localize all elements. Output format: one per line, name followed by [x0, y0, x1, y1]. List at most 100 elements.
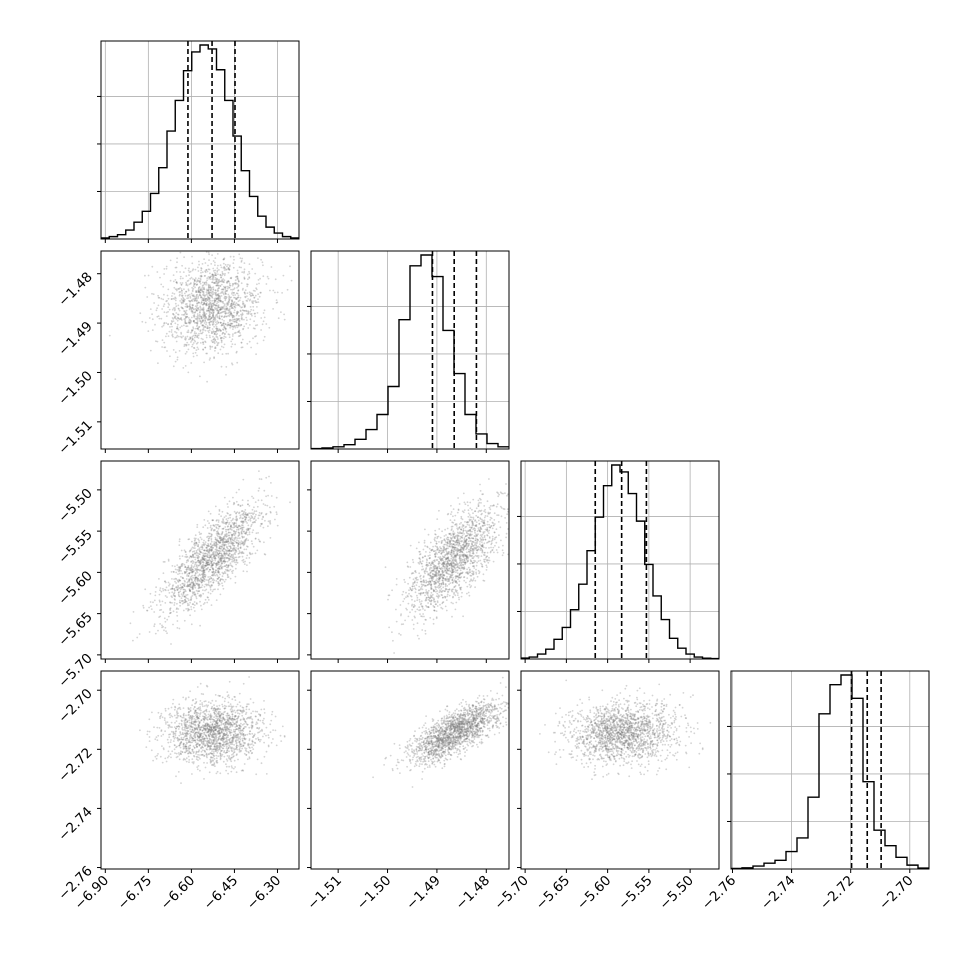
scatter-point: [214, 330, 217, 333]
scatter-point: [223, 536, 226, 538]
scatter-point: [208, 291, 211, 294]
scatter-point: [190, 578, 193, 580]
scatter-point: [204, 554, 207, 557]
scatter-point: [227, 565, 230, 567]
scatter-point: [190, 566, 193, 569]
scatter-point: [179, 586, 182, 589]
scatter-point: [235, 530, 238, 533]
scatter-point: [201, 308, 204, 311]
scatter-point: [433, 550, 435, 552]
scatter-point: [171, 587, 174, 590]
scatter-point: [191, 262, 194, 265]
scatter-point: [441, 557, 443, 560]
scatter-point: [192, 326, 195, 329]
scatter-point: [199, 291, 202, 294]
scatter-point: [212, 569, 215, 571]
scatter-point: [476, 555, 478, 558]
scatter-point: [217, 527, 220, 530]
scatter-point: [215, 569, 217, 572]
scatter-point: [179, 317, 182, 320]
scatter-point: [200, 296, 202, 299]
scatter-point: [443, 562, 445, 565]
histogram-panel-3: [727, 670, 930, 873]
scatter-point: [423, 541, 426, 544]
scatter-point: [455, 523, 458, 525]
scatter-point: [214, 536, 217, 539]
scatter-point: [194, 572, 197, 575]
scatter-point: [421, 592, 424, 595]
scatter-point: [207, 539, 210, 542]
scatter-point: [251, 542, 254, 545]
scatter-point: [257, 532, 259, 534]
scatter-point: [231, 556, 234, 559]
scatter-point: [466, 592, 468, 595]
scatter-point: [210, 317, 213, 319]
scatter-point: [211, 296, 214, 299]
scatter-point: [238, 555, 241, 558]
scatter-point: [217, 535, 220, 538]
scatter-point: [233, 502, 236, 505]
scatter-point: [457, 509, 460, 511]
scatter-point: [468, 519, 471, 522]
scatter-point: [489, 526, 492, 529]
scatter-point: [219, 538, 222, 540]
scatter-point: [219, 321, 222, 324]
scatter-point: [234, 561, 236, 564]
scatter-point: [460, 564, 462, 567]
scatter-point: [473, 565, 475, 567]
scatter-point: [213, 553, 216, 556]
scatter-point: [209, 592, 212, 595]
scatter-point: [233, 548, 236, 550]
scatter-point: [455, 580, 457, 582]
scatter-point: [189, 549, 192, 552]
scatter-point: [469, 552, 471, 554]
scatter-point: [163, 346, 166, 349]
scatter-point: [431, 577, 433, 580]
scatter-point: [178, 579, 181, 582]
scatter-point: [208, 278, 211, 280]
scatter-point: [174, 589, 177, 592]
scatter-point: [466, 585, 469, 588]
scatter-point: [477, 539, 479, 542]
scatter-point: [461, 546, 463, 549]
scatter-point: [384, 566, 387, 569]
scatter-point: [190, 582, 193, 584]
scatter-point: [181, 577, 184, 579]
scatter-point: [440, 559, 443, 562]
scatter-point: [413, 604, 415, 606]
scatter-point: [445, 553, 448, 556]
scatter-point: [207, 559, 209, 562]
scatter-point: [459, 573, 461, 576]
scatter-point: [453, 570, 456, 573]
scatter-point: [192, 582, 195, 585]
scatter-point: [466, 551, 468, 554]
scatter-point: [204, 314, 206, 316]
scatter-point: [452, 546, 454, 549]
scatter-point: [472, 549, 474, 551]
scatter-point: [227, 280, 230, 283]
scatter-point: [185, 568, 188, 571]
scatter-point: [162, 305, 165, 308]
scatter-point: [282, 274, 285, 277]
scatter-point: [468, 536, 470, 539]
scatter-point: [191, 300, 194, 302]
scatter-point: [220, 547, 223, 550]
scatter-point: [216, 552, 219, 554]
scatter-point: [171, 588, 174, 590]
scatter-point: [189, 589, 191, 592]
scatter-point: [199, 551, 202, 553]
scatter-point: [139, 312, 142, 315]
scatter-point: [215, 282, 218, 284]
scatter-point: [222, 288, 225, 291]
scatter-point: [242, 327, 245, 330]
scatter-point: [451, 546, 454, 548]
scatter-point: [203, 549, 206, 552]
scatter-point: [428, 557, 431, 560]
scatter-point: [254, 552, 257, 555]
scatter-point: [462, 558, 464, 561]
scatter-point: [458, 551, 461, 554]
scatter-point: [254, 538, 257, 540]
scatter-point: [172, 335, 174, 338]
scatter-point: [445, 564, 448, 567]
scatter-point: [251, 268, 254, 270]
